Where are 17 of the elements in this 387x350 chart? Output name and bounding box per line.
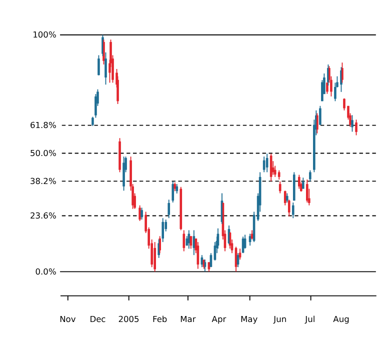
y-tick-label: 61.8% <box>30 120 56 130</box>
x-tick-label: Apr <box>212 314 227 324</box>
y-tick-label: 0.0% <box>35 266 56 276</box>
x-tick-label: Jul <box>304 314 316 324</box>
y-tick-label: 50.0% <box>30 148 56 158</box>
x-tick-label: Dec <box>90 314 106 324</box>
x-tick-label: Jun <box>272 314 287 324</box>
x-tick-label: May <box>240 314 258 324</box>
y-tick-label: 100% <box>32 30 56 40</box>
y-tick-label: 23.6% <box>30 210 56 221</box>
candlestick <box>92 116 94 126</box>
y-tick-label: 38.2% <box>30 176 56 186</box>
x-tick-label: Mar <box>180 314 196 324</box>
x-tick-label: Aug <box>333 314 350 324</box>
x-tick-label: 2005 <box>118 314 140 324</box>
x-tick-label: Feb <box>152 314 168 324</box>
x-tick-label: Nov <box>60 314 76 324</box>
